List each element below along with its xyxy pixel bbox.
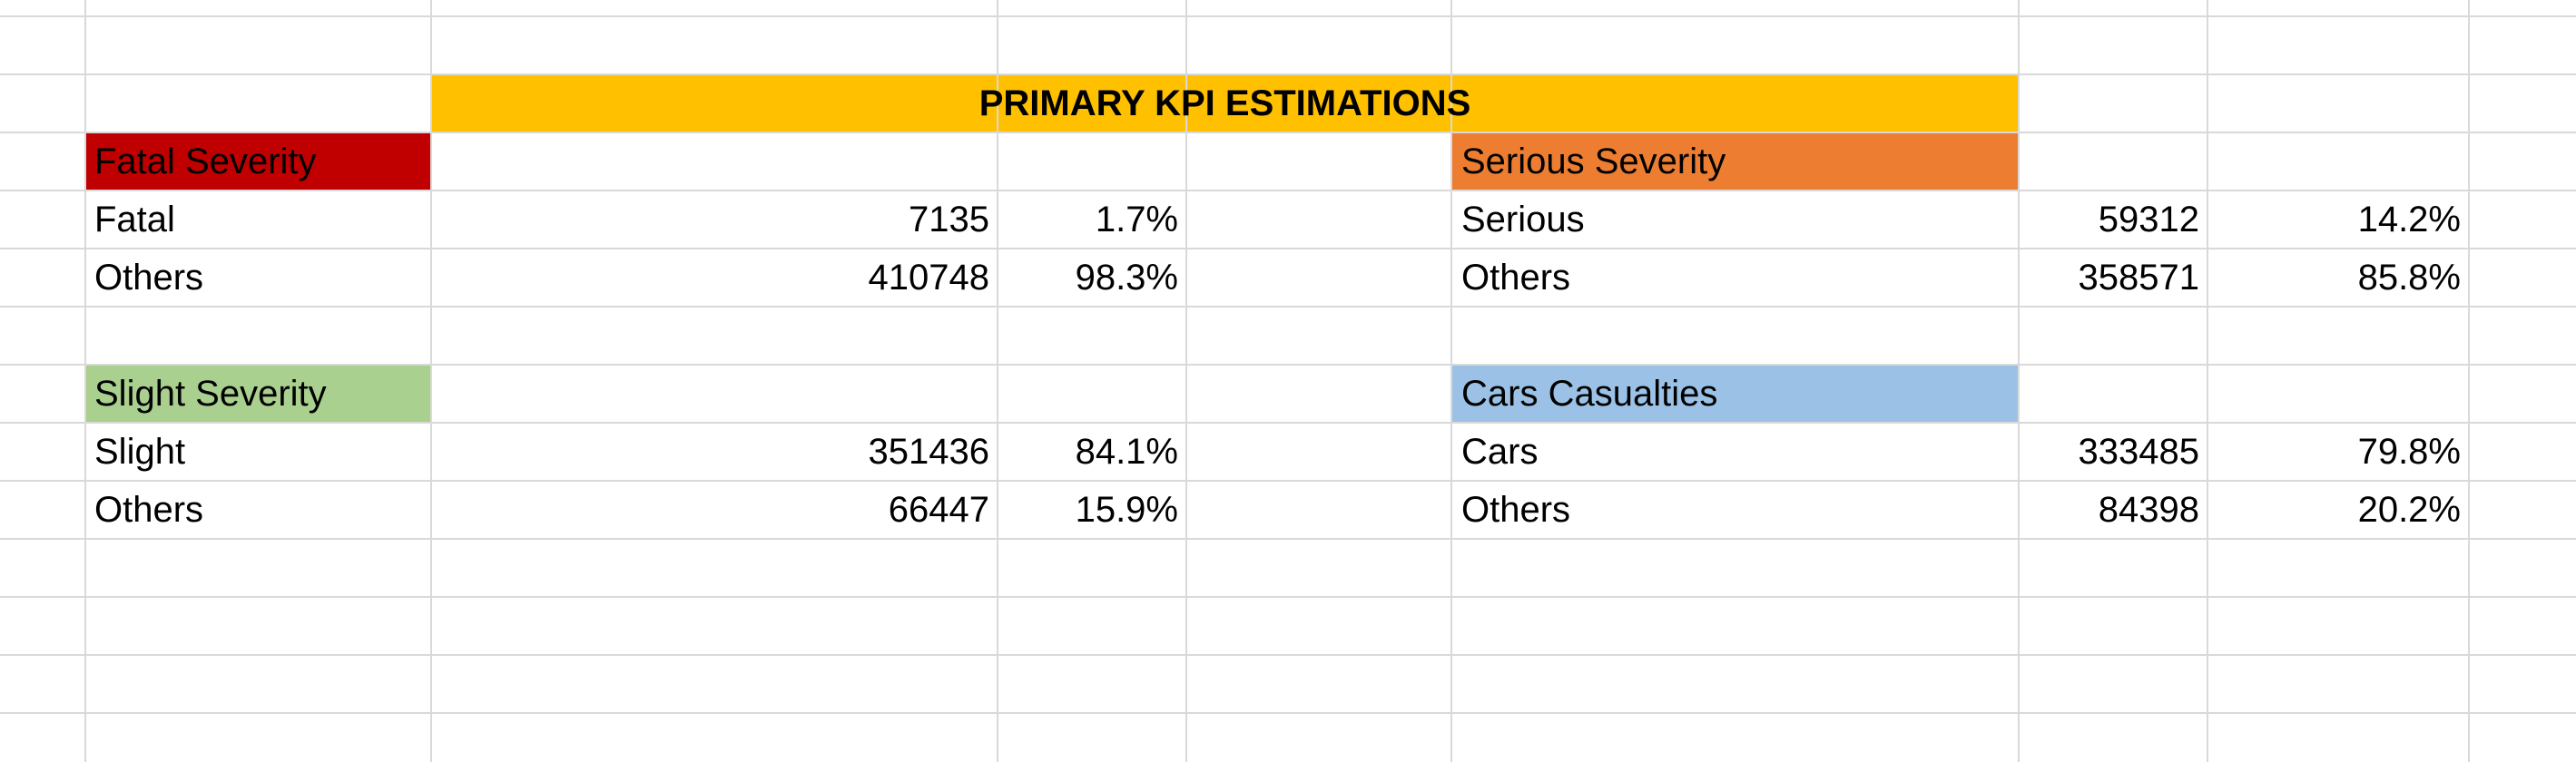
kpi-banner-title[interactable]: PRIMARY KPI ESTIMATIONS [978,83,1471,123]
gridline-v [2207,0,2208,762]
fatal-header-fill [85,132,432,190]
slight-row-label[interactable]: Slight [94,432,186,472]
gridline-h [0,422,2576,424]
gridline-h [0,654,2576,656]
serious-others-pct[interactable]: 85.8% [2357,258,2461,298]
cars-header-fill [1452,365,2019,423]
cars-row-label[interactable]: Cars [1461,432,1539,472]
slight-row-count[interactable]: 351436 [868,432,989,472]
serious-others-count[interactable]: 358571 [2078,258,2199,298]
fatal-others-label[interactable]: Others [94,258,204,298]
gridline-h [0,596,2576,598]
slight-header-fill [85,365,432,423]
fatal-others-pct[interactable]: 98.3% [1075,258,1178,298]
gridline-v [2018,0,2020,762]
gridline-v [1185,0,1187,762]
slight-row-pct[interactable]: 84.1% [1075,432,1178,472]
fatal-row-count[interactable]: 7135 [909,200,989,239]
serious-row-count[interactable]: 59312 [2098,200,2199,239]
serious-others-label[interactable]: Others [1461,258,1571,298]
gridline-h [0,306,2576,308]
slight-others-label[interactable]: Others [94,490,204,530]
cars-others-label[interactable]: Others [1461,490,1571,530]
serious-row-label[interactable]: Serious [1461,200,1585,239]
serious-header-fill [1452,132,2019,190]
gridline-h [0,364,2576,366]
serious-header[interactable]: Serious Severity [1461,142,1726,181]
fatal-header[interactable]: Fatal Severity [94,142,317,181]
fatal-others-count[interactable]: 410748 [868,258,989,298]
gridline-h [0,538,2576,540]
fatal-row-pct[interactable]: 1.7% [1095,200,1178,239]
gridline-v [997,0,998,762]
gridline-h [0,190,2576,191]
gridline-h [0,248,2576,249]
banner-fill [432,74,2018,132]
slight-header[interactable]: Slight Severity [94,374,327,414]
slight-others-count[interactable]: 66447 [888,490,989,530]
gridline-h [0,712,2576,714]
cars-header[interactable]: Cars Casualties [1461,374,1718,414]
gridline-h [0,132,2576,133]
gridline-v [1450,0,1452,762]
serious-row-pct[interactable]: 14.2% [2357,200,2461,239]
cars-others-pct[interactable]: 20.2% [2357,490,2461,530]
gridline-h [0,73,2576,75]
gridline-v [2468,0,2470,762]
fatal-row-label[interactable]: Fatal [94,200,175,239]
gridline-v [84,0,86,762]
cars-others-count[interactable]: 84398 [2098,490,2199,530]
slight-others-pct[interactable]: 15.9% [1075,490,1178,530]
gridline-h [0,15,2576,17]
cars-row-count[interactable]: 333485 [2078,432,2199,472]
gridline-v [430,0,432,762]
gridline-h [0,480,2576,482]
cars-row-pct[interactable]: 79.8% [2357,432,2461,472]
